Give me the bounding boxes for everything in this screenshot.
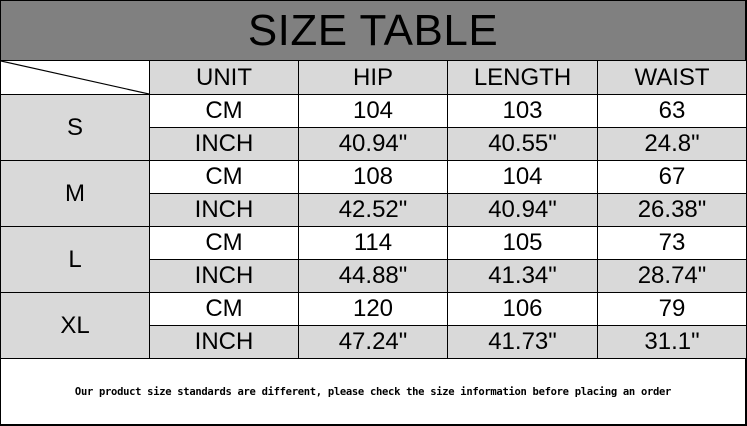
unit-cell: INCH (149, 325, 299, 359)
length-cell: 40.94" (447, 193, 598, 227)
waist-cell: 26.38" (597, 193, 747, 227)
unit-cell: CM (149, 292, 299, 326)
size-table: UNIT HIP LENGTH WAIST S CM 104 103 63 INCH 40.… (0, 60, 747, 359)
size-notice: Our product size standards are different… (74, 385, 672, 398)
table-row-s-cm: S CM 104 103 63 (0, 94, 747, 161)
column-header-unit: UNIT (149, 60, 299, 95)
waist-cell: 79 (597, 292, 747, 326)
waist-cell: 31.1" (597, 325, 747, 359)
unit-cell: CM (149, 94, 299, 128)
hip-cell: 42.52" (298, 193, 448, 227)
length-cell: 41.34" (447, 259, 598, 293)
waist-cell: 67 (597, 160, 747, 194)
table-row-s-inch: INCH 40.94" 40.55" 24.8" (1, 127, 747, 161)
hip-cell: 120 (298, 292, 448, 326)
column-header-length: LENGTH (447, 60, 598, 95)
unit-cell: INCH (149, 259, 299, 293)
table-row-xl-inch: INCH 47.24" 41.73" 31.1" (1, 325, 747, 359)
waist-cell: 24.8" (597, 127, 747, 161)
size-label: L (0, 226, 150, 293)
table-row-xl-cm: XL CM 120 106 79 (0, 292, 747, 359)
length-cell: 40.55" (447, 127, 598, 161)
length-cell: 41.73" (447, 325, 598, 359)
size-label: S (0, 94, 150, 161)
waist-cell: 63 (597, 94, 747, 128)
hip-cell: 47.24" (298, 325, 448, 359)
hip-cell: 104 (298, 94, 448, 128)
length-cell: 105 (447, 226, 598, 260)
waist-cell: 28.74" (597, 259, 747, 293)
size-label: XL (0, 292, 150, 359)
page-title: SIZE TABLE (1, 1, 745, 60)
size-label: M (0, 160, 150, 227)
length-cell: 104 (447, 160, 598, 194)
hip-cell: 40.94" (298, 127, 448, 161)
length-cell: 106 (447, 292, 598, 326)
unit-cell: CM (149, 226, 299, 260)
hip-cell: 44.88" (298, 259, 448, 293)
table-row-l-inch: INCH 44.88" 41.34" 28.74" (1, 259, 747, 293)
hip-cell: 108 (298, 160, 448, 194)
header-row: UNIT HIP LENGTH WAIST (0, 60, 747, 95)
table-row-m-cm: M CM 108 104 67 (0, 160, 747, 227)
length-cell: 103 (447, 94, 598, 128)
waist-cell: 73 (597, 226, 747, 260)
column-header-hip: HIP (298, 60, 448, 95)
diagonal-corner-cell (0, 60, 150, 95)
unit-cell: INCH (149, 193, 299, 227)
unit-cell: INCH (149, 127, 299, 161)
table-row-m-inch: INCH 42.52" 40.94" 26.38" (1, 193, 747, 227)
table-row-l-cm: L CM 114 105 73 (0, 226, 747, 293)
column-header-waist: WAIST (597, 60, 747, 95)
hip-cell: 114 (298, 226, 448, 260)
unit-cell: CM (149, 160, 299, 194)
